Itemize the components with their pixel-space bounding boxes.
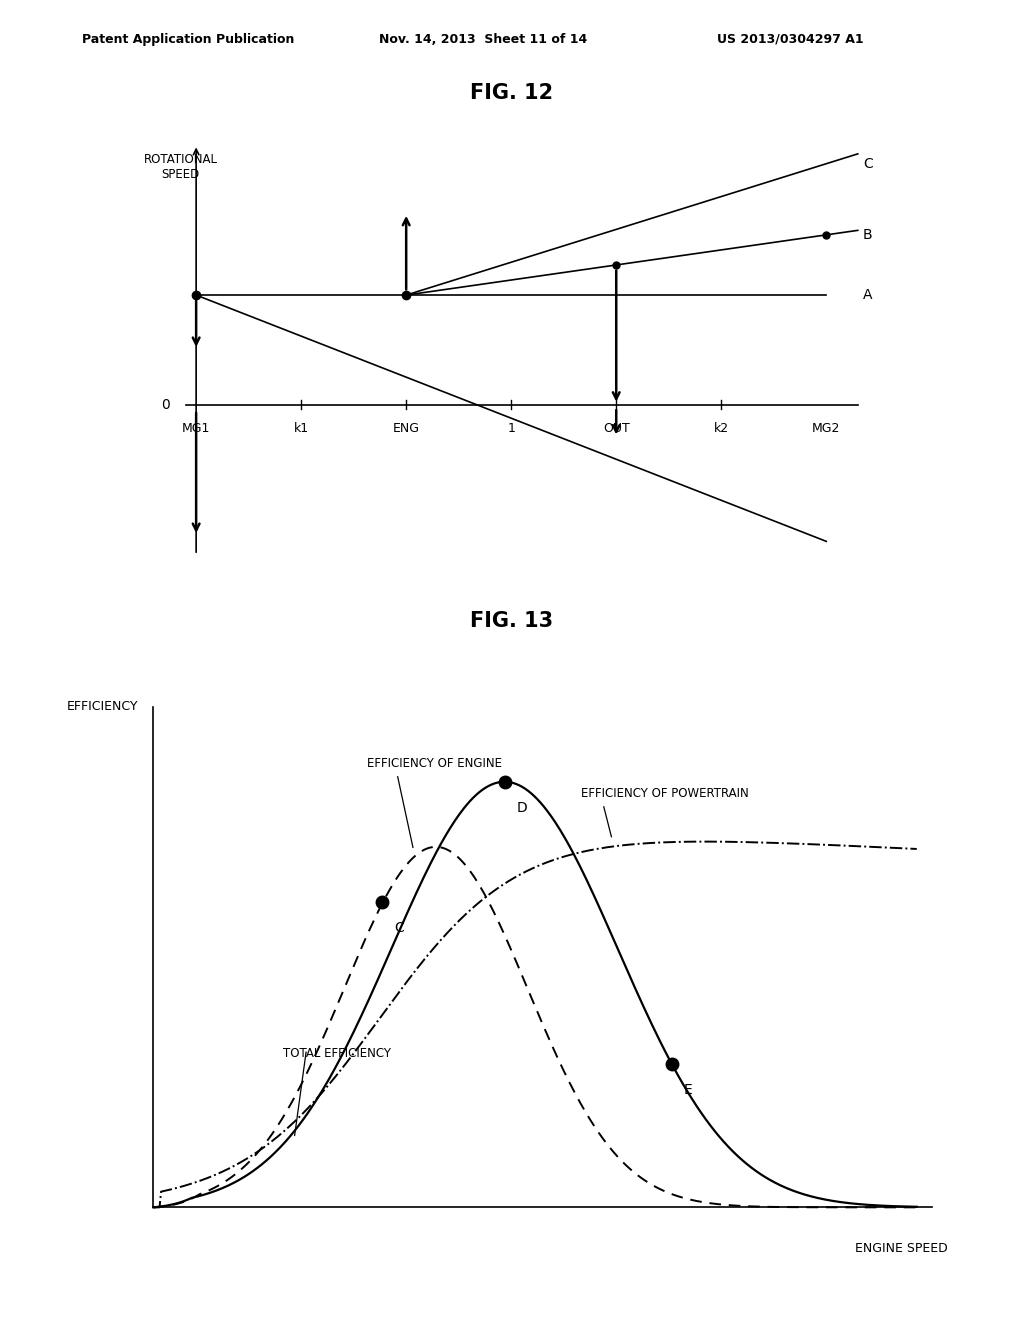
Text: C: C — [863, 157, 872, 170]
Text: MG1: MG1 — [182, 422, 210, 436]
Text: FIG. 13: FIG. 13 — [470, 611, 554, 631]
Text: OUT: OUT — [603, 422, 630, 436]
Text: A: A — [863, 288, 872, 302]
Text: ENGINE SPEED: ENGINE SPEED — [855, 1242, 948, 1255]
Text: E: E — [684, 1084, 692, 1097]
Text: C: C — [394, 921, 403, 936]
Text: MG2: MG2 — [812, 422, 841, 436]
Text: FIG. 12: FIG. 12 — [470, 83, 554, 103]
Text: ENG: ENG — [392, 422, 420, 436]
Text: k2: k2 — [714, 422, 729, 436]
Text: D: D — [517, 801, 527, 814]
Text: 0: 0 — [161, 397, 170, 412]
Text: Nov. 14, 2013  Sheet 11 of 14: Nov. 14, 2013 Sheet 11 of 14 — [379, 33, 587, 46]
Text: B: B — [863, 228, 872, 242]
Text: ROTATIONAL
SPEED: ROTATIONAL SPEED — [143, 153, 217, 181]
Text: US 2013/0304297 A1: US 2013/0304297 A1 — [717, 33, 863, 46]
Text: EFFICIENCY OF POWERTRAIN: EFFICIENCY OF POWERTRAIN — [581, 787, 749, 800]
Text: 1: 1 — [507, 422, 515, 436]
Text: TOTAL EFFICIENCY: TOTAL EFFICIENCY — [284, 1047, 391, 1060]
Text: Patent Application Publication: Patent Application Publication — [82, 33, 294, 46]
Text: k1: k1 — [294, 422, 308, 436]
Text: EFFICIENCY OF ENGINE: EFFICIENCY OF ENGINE — [368, 756, 502, 770]
Text: EFFICIENCY: EFFICIENCY — [67, 700, 138, 713]
